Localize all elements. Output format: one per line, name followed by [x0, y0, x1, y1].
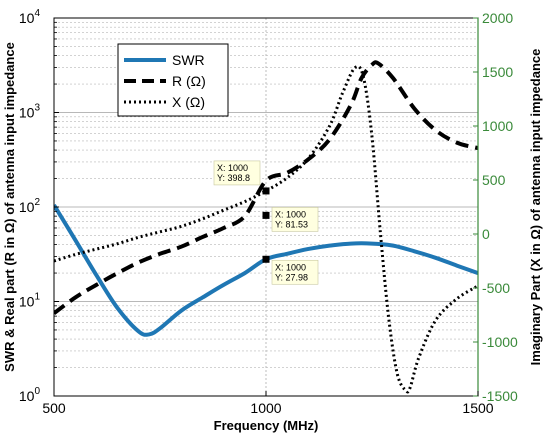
datatip-y-label: Y: 81.53: [275, 219, 308, 229]
series-layer: [54, 60, 478, 394]
left-tick-label: 103: [19, 103, 41, 121]
legend-box: [117, 43, 229, 117]
datatip-x-label: X: 1000: [275, 209, 306, 219]
left-tick-label: 104: [19, 8, 41, 26]
datatip-marker: [262, 211, 270, 219]
right-tick-label: 500: [482, 172, 506, 188]
datatip-marker: [262, 255, 270, 263]
x-axis-label: Frequency (MHz): [214, 418, 319, 433]
left-tick-label: 100: [19, 386, 41, 404]
x-tick-label: 500: [42, 400, 66, 416]
right-tick-label: -500: [482, 280, 510, 296]
datatip-marker: [262, 187, 270, 195]
series-line-swr: [54, 203, 478, 337]
right-tick-label: 2000: [482, 10, 513, 26]
left-axis: 100 101 102 103 104: [19, 8, 59, 404]
datatip-box: [213, 160, 261, 186]
right-axis: -1500 -1000 -500 0 500 1000 1500 2000: [473, 10, 518, 404]
legend-label-swr: SWR: [172, 52, 205, 68]
left-tick-label: 101: [19, 292, 41, 310]
right-tick-label: 1500: [482, 64, 513, 80]
legend-label-x: X (Ω): [172, 94, 205, 110]
series-line-x: [54, 64, 478, 394]
left-axis-label: SWR & Real part (R in Ω) of antenna inpu…: [2, 42, 17, 372]
x-tick-label: 1000: [250, 400, 281, 416]
left-tick-label: 102: [19, 197, 41, 215]
x-axis: 500 1000 1500: [42, 391, 494, 416]
datatip-y-label: Y: 398.8: [217, 173, 250, 183]
right-tick-label: 1000: [482, 118, 513, 134]
datatip-x-label: X: 1000: [275, 262, 306, 272]
datatip-x-label: X: 1000: [217, 163, 248, 173]
right-tick-label: -1500: [482, 388, 518, 404]
right-tick-label: -1000: [482, 334, 518, 350]
right-axis-label: Imaginary Part (X in Ω) of antenna input…: [528, 49, 543, 366]
datatip-box: [271, 259, 319, 285]
legend-label-r: R (Ω): [172, 73, 206, 89]
series-line-r: [54, 60, 478, 315]
x-tick-label: 1500: [462, 400, 493, 416]
datatip-y-label: Y: 27.98: [275, 272, 308, 282]
legend: SWR R (Ω) X (Ω): [117, 43, 229, 117]
right-tick-label: 0: [482, 226, 490, 242]
datatip-box: [271, 207, 319, 232]
